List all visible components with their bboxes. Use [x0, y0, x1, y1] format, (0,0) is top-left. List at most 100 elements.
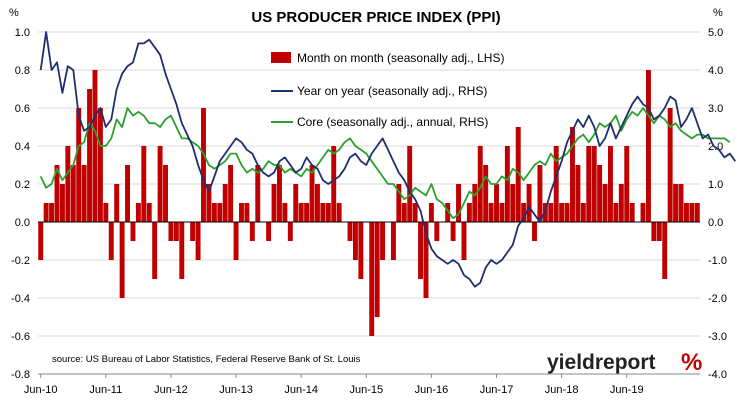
mom-bar: [472, 184, 478, 222]
right-tick-label: 5.0: [708, 27, 723, 39]
mom-bar: [618, 184, 624, 222]
mom-bar: [624, 146, 630, 222]
right-axis-unit: %: [713, 7, 723, 19]
mom-bar: [532, 222, 537, 241]
mom-bar: [526, 184, 532, 222]
left-tick-label: -0.4: [11, 293, 30, 305]
mom-bar: [233, 222, 239, 260]
mom-bar: [689, 203, 695, 222]
mom-bar: [244, 203, 250, 222]
mom-bar: [591, 146, 597, 222]
mom-bar: [43, 203, 49, 222]
mom-bar: [461, 222, 467, 260]
mom-bar: [380, 222, 386, 260]
mom-bar: [314, 184, 320, 222]
mom-bar: [656, 222, 662, 241]
mom-bar: [141, 146, 147, 222]
source-note: source: US Bureau of Labor Statistics, F…: [52, 354, 361, 365]
mom-bar: [119, 222, 125, 298]
mom-bar: [146, 203, 152, 222]
right-tick-label: -3.0: [708, 331, 727, 343]
mom-bar: [477, 146, 483, 222]
mom-bar: [135, 203, 141, 222]
left-tick-label: -0.8: [11, 369, 30, 381]
mom-bar: [195, 222, 201, 260]
mom-bar: [298, 203, 304, 222]
mom-bar: [483, 165, 489, 222]
right-tick-label: 4.0: [708, 65, 723, 77]
mom-bar: [304, 203, 310, 222]
mom-bar: [575, 165, 581, 222]
right-tick-label: -4.0: [708, 369, 727, 381]
mom-bar: [228, 165, 234, 222]
mom-bar: [287, 222, 293, 241]
mom-bar: [390, 222, 396, 260]
left-tick-label: 0.0: [15, 217, 30, 229]
mom-bar: [602, 184, 608, 222]
x-axis-ticks: Jun-10 Jun-11 Jun-12 Jun-13 Jun-14 Jun-15 Jun-…: [24, 374, 644, 396]
mom-bar: [130, 222, 136, 241]
mom-bar: [570, 127, 575, 222]
mom-bar: [515, 127, 521, 222]
mom-bar: [564, 203, 570, 222]
left-tick-label: 0.6: [15, 103, 30, 115]
mom-bar: [217, 203, 223, 222]
x-tick-label: Jun-16: [415, 384, 449, 396]
mom-bar: [499, 203, 505, 222]
mom-bar: [152, 222, 158, 279]
mom-bar: [466, 203, 472, 222]
mom-bar: [678, 184, 684, 222]
mom-bar: [456, 184, 461, 222]
right-tick-label: 1.0: [708, 179, 723, 191]
mom-bar: [445, 203, 451, 222]
mom-bar: [608, 146, 613, 222]
mom-bar: [255, 165, 261, 222]
mom-bar: [59, 184, 65, 222]
mom-bar: [494, 184, 499, 222]
left-tick-label: 0.8: [15, 65, 30, 77]
mom-bar: [97, 108, 103, 222]
mom-bar: [548, 203, 554, 222]
mom-bar: [331, 146, 337, 222]
mom-bar: [613, 203, 619, 222]
mom-bars: [38, 70, 700, 336]
core-line: [39, 107, 731, 220]
x-tick-label: Jun-13: [219, 384, 253, 396]
mom-bar: [434, 222, 440, 241]
mom-bar: [157, 146, 163, 222]
mom-bar: [374, 222, 380, 317]
mom-bar: [179, 222, 185, 279]
legend-swatch-mom: [271, 52, 291, 63]
mom-bar: [488, 203, 494, 222]
mom-bar: [358, 222, 364, 279]
mom-bar: [125, 165, 130, 222]
left-tick-label: -0.2: [11, 255, 30, 267]
mom-bar: [87, 89, 93, 222]
right-tick-label: -1.0: [708, 255, 727, 267]
mom-bar: [662, 222, 668, 279]
mom-bar: [352, 222, 358, 260]
mom-bar: [173, 222, 179, 241]
mom-bar: [597, 165, 603, 222]
mom-bar: [407, 146, 413, 222]
mom-bar: [239, 203, 244, 222]
legend: Month on month (seasonally adj., LHS) Ye…: [271, 51, 504, 129]
mom-bar: [450, 222, 456, 241]
x-tick-label: Jun-17: [480, 384, 514, 396]
mom-bar: [70, 165, 76, 222]
mom-bar: [553, 146, 559, 222]
mom-bar: [249, 222, 255, 241]
mom-bar: [114, 184, 120, 222]
mom-bar: [580, 203, 586, 222]
mom-bar: [271, 184, 277, 222]
x-tick-label: Jun-15: [349, 384, 383, 396]
x-tick-label: Jun-18: [545, 384, 579, 396]
legend-label-yoy: Year on year (seasonally adj., RHS): [297, 84, 487, 98]
mom-bar: [293, 184, 299, 222]
right-tick-label: 3.0: [708, 103, 723, 115]
mom-bar: [428, 203, 434, 222]
mom-bar: [206, 184, 212, 222]
mom-bar: [694, 203, 700, 222]
mom-bar: [640, 203, 646, 222]
